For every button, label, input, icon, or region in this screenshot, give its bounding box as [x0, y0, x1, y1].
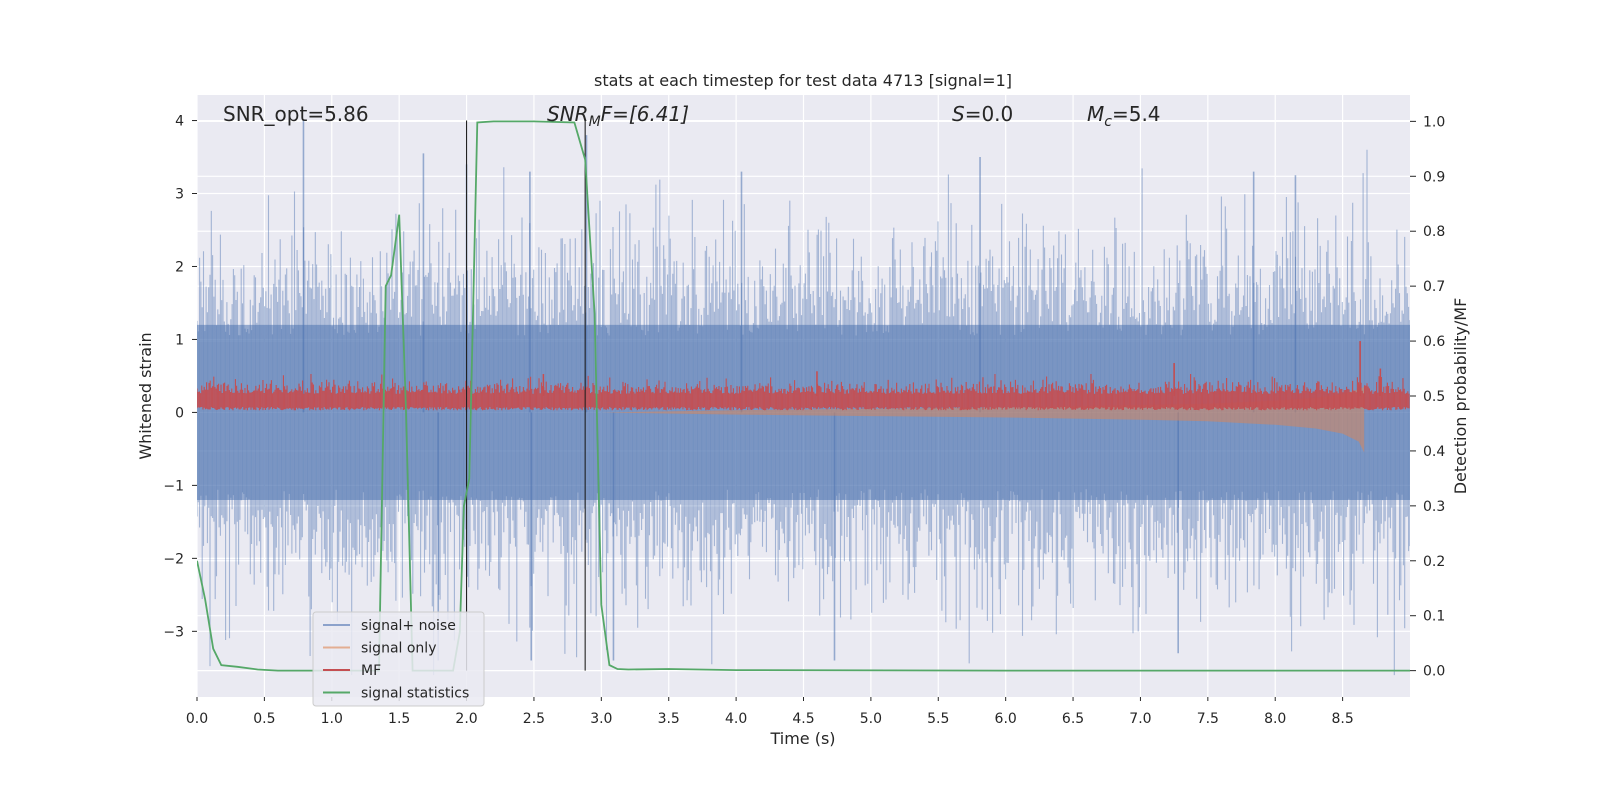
y2-tick-label: 0.5 — [1423, 389, 1445, 405]
annotation-s: S=0.0 — [952, 102, 1013, 126]
x-tick-label: 1.5 — [388, 711, 410, 727]
x-tick-label: 8.0 — [1264, 711, 1286, 727]
x-tick-label: 8.5 — [1331, 711, 1353, 727]
y-axis-ticks: 4 3 2 1 0 −1 −2 −3 — [163, 114, 197, 640]
x-tick-label: 2.0 — [455, 711, 477, 727]
x-axis-ticks: 0.0 0.5 1.0 1.5 2.0 2.5 3.0 3.5 4.0 4.5 5.0 5.5 6.0 6… — [186, 697, 1354, 727]
x-tick-label: 1.0 — [321, 711, 343, 727]
y-tick-label: −2 — [163, 551, 184, 567]
legend: signal+ noise signal only MF signal statist… — [312, 611, 485, 707]
signal-only-series — [601, 386, 1365, 453]
y2-axis-label: Detection probability/MF — [1451, 298, 1470, 495]
y-tick-label: −1 — [163, 478, 184, 494]
x-tick-label: 0.0 — [186, 711, 208, 727]
legend-label: signal only — [361, 641, 436, 657]
x-tick-label: 3.5 — [658, 711, 680, 727]
x-tick-label: 5.5 — [927, 711, 949, 727]
y-tick-label: 3 — [175, 187, 184, 203]
y2-tick-label: 0.7 — [1423, 279, 1445, 295]
x-tick-label: 4.5 — [792, 711, 814, 727]
x-tick-label: 2.5 — [523, 711, 545, 727]
y2-tick-label: 0.8 — [1423, 224, 1445, 240]
signal-only-envelope — [601, 386, 1365, 453]
vertical-markers — [466, 120, 586, 671]
x-tick-label: 0.5 — [253, 711, 275, 727]
y-tick-label: −3 — [163, 624, 184, 640]
chart-title: stats at each timestep for test data 471… — [594, 71, 1012, 90]
y-tick-label: 4 — [175, 114, 184, 130]
legend-label: signal+ noise — [361, 618, 456, 634]
legend-label: signal statistics — [361, 686, 469, 702]
x-axis-label: Time (s) — [769, 729, 835, 748]
x-tick-label: 5.0 — [860, 711, 882, 727]
annotation-mc: Mc=5.4 — [1087, 102, 1161, 130]
y-tick-label: 0 — [175, 405, 184, 421]
x-tick-label: 6.0 — [995, 711, 1017, 727]
y-tick-label: 1 — [175, 332, 184, 348]
x-tick-label: 4.0 — [725, 711, 747, 727]
annotation-snr-mf: SNRMF=[6.41] — [547, 102, 689, 130]
x-tick-label: 6.5 — [1062, 711, 1084, 727]
y2-tick-label: 0.9 — [1423, 169, 1445, 185]
legend-label: MF — [361, 663, 381, 679]
y-axis-label: Whitened strain — [136, 332, 155, 459]
y2-tick-label: 0.1 — [1423, 609, 1445, 625]
y2-axis-ticks: 1.0 0.9 0.8 0.7 0.6 0.5 0.4 0.3 0.2 0.1 0.0 — [1410, 114, 1445, 680]
y2-tick-label: 0.3 — [1423, 499, 1445, 515]
legend-box — [312, 611, 485, 707]
y2-tick-label: 0.0 — [1423, 664, 1445, 680]
y2-tick-label: 0.2 — [1423, 554, 1445, 570]
y2-tick-label: 1.0 — [1423, 114, 1445, 130]
x-tick-label: 7.0 — [1129, 711, 1151, 727]
x-tick-label: 3.0 — [590, 711, 612, 727]
y2-tick-label: 0.4 — [1423, 444, 1445, 460]
mf-series — [197, 341, 1410, 411]
annotation-snr-opt: SNR_opt=5.86 — [223, 102, 369, 126]
x-tick-label: 7.5 — [1197, 711, 1219, 727]
y-tick-label: 2 — [175, 259, 184, 275]
y2-tick-label: 0.6 — [1423, 334, 1445, 350]
mf-trace — [197, 374, 1410, 411]
